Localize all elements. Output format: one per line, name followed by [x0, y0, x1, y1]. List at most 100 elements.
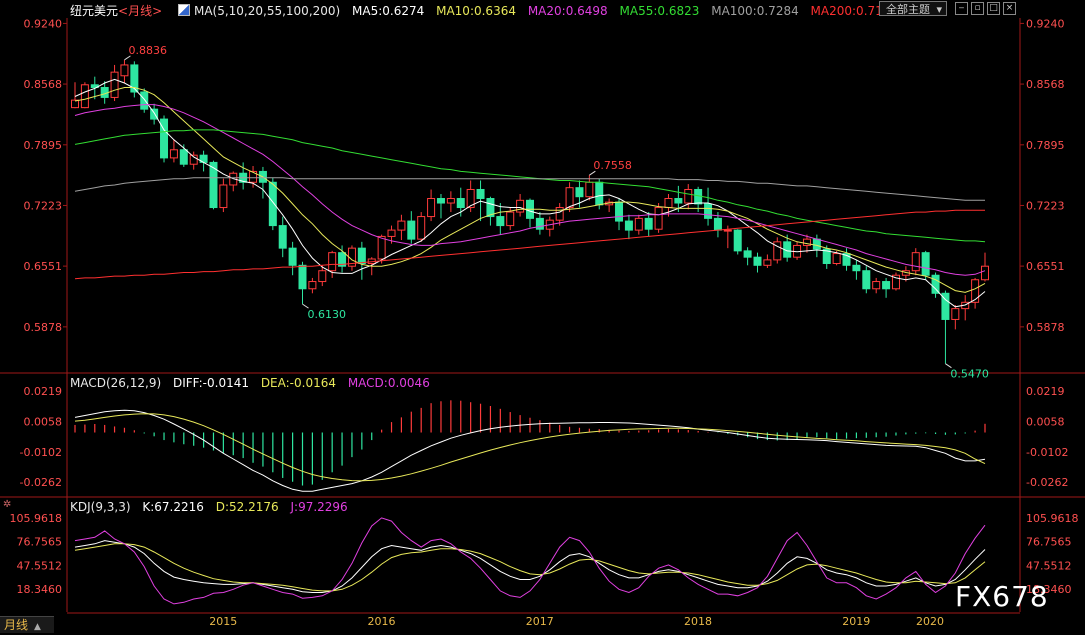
annotation-pointer [124, 55, 131, 61]
macd-macd-value: MACD:0.0046 [347, 376, 430, 390]
candle-down [812, 238, 821, 250]
chevron-up-icon: ▲ [34, 622, 41, 632]
y-tick-label-left: 0.7895 [24, 139, 63, 152]
kdj-d-line [74, 543, 986, 592]
candle-up [802, 238, 811, 246]
close-icon[interactable]: × [1003, 2, 1016, 15]
ma20-value: MA20:0.6498 [527, 4, 608, 18]
candle-up [110, 71, 119, 98]
minimize-icon[interactable]: ‒ [955, 2, 968, 15]
candle-down [575, 187, 584, 198]
ma5-value: MA5:0.6274 [352, 4, 425, 18]
candle-down [852, 264, 861, 272]
candle-up [318, 270, 327, 283]
candle-down [338, 252, 347, 267]
kdj-y-tick-right: 76.7565 [1026, 536, 1072, 549]
kdj-j-value: J:97.2296 [290, 500, 348, 514]
candle-up [308, 281, 317, 290]
candle-down [713, 217, 722, 231]
ma55-value: MA55:0.6823 [619, 4, 700, 18]
candle-up [981, 265, 989, 281]
candle-down [535, 217, 544, 230]
candle-down [278, 225, 287, 249]
candle-down [140, 91, 149, 110]
ma10-value: MA10:0.6364 [436, 4, 516, 18]
candle-down [595, 181, 604, 206]
candle-down [476, 188, 485, 200]
chevron-down-icon: ▾ [936, 3, 942, 16]
macd-y-tick-left: 0.0219 [24, 385, 63, 398]
y-tick-label-left: 0.7223 [24, 199, 63, 212]
macd-y-tick-right: -0.0102 [1026, 446, 1068, 459]
candle-up [219, 184, 228, 209]
macd-y-tick-right: -0.0262 [1026, 476, 1068, 489]
y-tick-label-left: 0.5878 [24, 321, 63, 334]
candle-down [624, 220, 633, 231]
y-tick-label-left: 0.6551 [24, 260, 63, 273]
candle-up [397, 220, 406, 231]
candle-down [931, 274, 940, 294]
settings-gear-icon[interactable]: ✲ [3, 499, 12, 510]
candle-up [427, 198, 436, 218]
candle-down [822, 248, 831, 264]
period-tab-monthly[interactable]: 月线 ▲ [0, 616, 54, 633]
candle-down [743, 250, 752, 258]
candle-down [941, 292, 950, 320]
annotation-pointer [589, 170, 596, 176]
candle-down [753, 256, 762, 266]
x-tick-label: 2017 [526, 615, 554, 628]
restore-icon[interactable]: ▫ [971, 2, 984, 15]
ma100-line [74, 177, 985, 201]
x-tick-label: 2018 [684, 615, 712, 628]
annotation-low-label: 0.6130 [308, 308, 347, 321]
candle-up [120, 64, 129, 77]
ma5-line [74, 78, 986, 308]
kdj-y-tick-left: 76.7565 [17, 536, 63, 549]
candle-up [506, 211, 515, 227]
macd-diff-line [74, 409, 986, 492]
candle-down [615, 201, 624, 222]
ma-params: MA(5,10,20,55,100,200) [193, 4, 341, 18]
ma100-value: MA100:0.7284 [711, 4, 799, 18]
annotation-low-label: 0.5470 [950, 368, 989, 381]
candle-up [891, 274, 900, 290]
candle-down [496, 216, 505, 227]
y-tick-label-right: 0.6551 [1026, 260, 1065, 273]
candle-up [328, 252, 337, 272]
macd-y-tick-left: -0.0262 [20, 476, 62, 489]
candle-down [456, 198, 465, 209]
period-tag: <月线> [118, 4, 163, 18]
x-tick-label: 2015 [209, 615, 237, 628]
y-tick-label-right: 0.8568 [1026, 78, 1065, 91]
candle-down [407, 220, 416, 240]
macd-y-tick-right: 0.0219 [1026, 385, 1065, 398]
maximize-icon[interactable]: □ [987, 2, 1000, 15]
y-tick-label-left: 0.8568 [24, 78, 63, 91]
candle-up [971, 279, 980, 303]
candle-down [160, 118, 169, 159]
candle-up [555, 207, 564, 221]
macd-y-tick-right: 0.0058 [1026, 416, 1065, 429]
kdj-y-tick-right: 18.3460 [1026, 583, 1072, 596]
candle-down [436, 198, 445, 204]
indicator-icon[interactable] [177, 4, 190, 16]
period-tab-label: 月线 [4, 618, 29, 632]
candle-down [486, 198, 495, 218]
ma200-line [74, 209, 985, 280]
x-tick-label: 2020 [916, 615, 944, 628]
candle-up [71, 99, 79, 109]
annotation-pointer [302, 303, 309, 309]
watermark: FX678 [955, 580, 1049, 613]
candle-up [377, 235, 386, 260]
theme-dropdown[interactable]: 全部主题 ▾ [879, 1, 947, 16]
candle-up [951, 308, 960, 320]
y-tick-label-right: 0.7895 [1026, 139, 1065, 152]
candle-up [911, 252, 920, 272]
y-tick-label-right: 0.7223 [1026, 199, 1065, 212]
candle-down [704, 203, 713, 219]
candle-up [773, 241, 782, 261]
candle-up [80, 84, 89, 109]
candle-down [674, 198, 683, 204]
annotation-pointer [945, 363, 952, 369]
